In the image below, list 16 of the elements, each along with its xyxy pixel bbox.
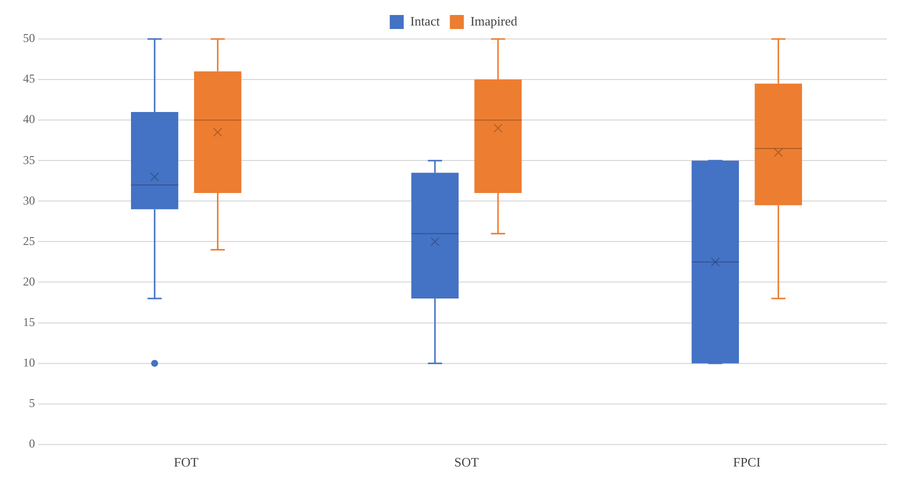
y-tick-label: 20 bbox=[23, 274, 35, 288]
y-tick-label: 50 bbox=[23, 31, 35, 46]
y-tick-label: 0 bbox=[29, 436, 35, 451]
x-tick-label: FPCI bbox=[733, 454, 761, 470]
x-tick-label: SOT bbox=[454, 454, 479, 470]
x-tick-label: FOT bbox=[174, 454, 199, 470]
y-tick-label: 25 bbox=[23, 234, 35, 248]
legend-label: Imapired bbox=[470, 13, 518, 28]
y-tick-label: 5 bbox=[29, 396, 35, 410]
y-tick-label: 10 bbox=[23, 355, 35, 370]
y-tick-label: 15 bbox=[23, 314, 35, 329]
y-tick-label: 35 bbox=[23, 152, 35, 167]
legend-label: Intact bbox=[410, 13, 440, 28]
y-tick-label: 30 bbox=[23, 193, 35, 208]
y-tick-label: 45 bbox=[23, 72, 35, 86]
y-tick-label: 40 bbox=[23, 112, 35, 126]
